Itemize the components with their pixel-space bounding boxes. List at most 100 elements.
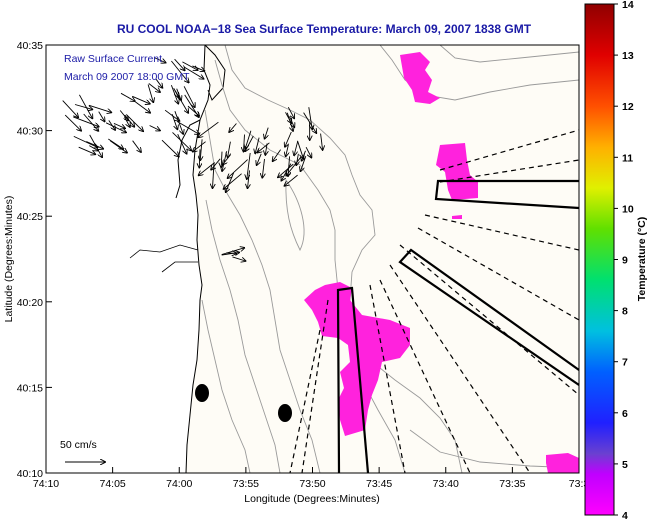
colorbar-tick-label: 13: [622, 50, 634, 62]
colorbar: 14 13 12 11 10 9 8 7 6 5 4 Temperature (°C): [584, 0, 648, 519]
buoy-marker-1: [195, 384, 209, 402]
x-tick-label: 73:55: [233, 478, 259, 490]
current-vector: [286, 144, 289, 156]
current-vector: [113, 122, 125, 128]
current-vector: [213, 162, 215, 188]
current-vector: [119, 110, 128, 121]
current-vector: [155, 79, 162, 88]
current-vector: [255, 137, 260, 154]
x-tick-label: 73:50: [299, 478, 325, 490]
y-tick-label: 40:15: [17, 382, 43, 394]
current-vector: [228, 159, 248, 179]
current-vector: [120, 92, 135, 101]
current-label-line2: March 09 2007 18:00 GMT: [64, 71, 190, 83]
current-vector: [161, 139, 179, 156]
current-vector: [176, 88, 181, 100]
y-tick-label: 40:35: [17, 40, 43, 52]
current-vector: [108, 138, 123, 149]
colorbar-tick-label: 5: [622, 459, 628, 471]
x-tick-label: 73:45: [366, 478, 392, 490]
river-outline: [175, 44, 226, 199]
current-vector: [265, 127, 269, 139]
current-vector: [177, 134, 187, 154]
current-vector: [79, 94, 92, 119]
current-vector: [296, 153, 298, 165]
x-tick-label: 74:00: [166, 478, 192, 490]
x-axis-label: Longitude (Degrees:Minutes): [244, 493, 379, 505]
current-vector: [174, 90, 188, 113]
current-vector: [105, 122, 126, 133]
colorbar-tick-label: 4: [622, 510, 628, 519]
x-tick-label: 74:10: [33, 478, 59, 490]
current-vector: [285, 131, 292, 147]
y-tick-label: 40:30: [17, 126, 43, 138]
current-vector: [301, 155, 307, 171]
current-vector: [62, 100, 78, 118]
current-vector: [226, 253, 236, 254]
current-vector: [74, 104, 92, 110]
colorbar-gradient: [584, 3, 615, 516]
current-vector: [132, 140, 141, 152]
inlet-outline: [129, 244, 199, 273]
current-vector: [64, 114, 81, 131]
current-vector: [287, 106, 294, 118]
current-vector: [193, 141, 206, 152]
current-vector: [224, 173, 242, 189]
current-vector: [247, 152, 251, 179]
current-vector: [228, 141, 231, 158]
radar-sector-lines: [289, 129, 580, 474]
current-vector: [172, 132, 192, 150]
current-vector: [288, 156, 290, 176]
current-vector: [88, 104, 111, 112]
current-vector: [78, 146, 96, 154]
current-vector: [83, 113, 99, 131]
current-vector: [124, 116, 129, 127]
current-vector: [248, 170, 250, 188]
current-vector: [257, 153, 262, 165]
current-vector: [262, 158, 264, 178]
colorbar-ticks: 14 13 12 11 10 9 8 7 6 5 4: [614, 0, 634, 519]
vector-scale-label: 50 cm/s: [60, 439, 97, 451]
current-label-line1: Raw Surface Current: [64, 53, 162, 65]
current-vector: [183, 86, 195, 107]
x-tick-label: 74:05: [99, 478, 125, 490]
colorbar-tick-label: 12: [622, 101, 634, 113]
y-axis-ticks: 40:35 40:30 40:25 40:20 40:15 40:10: [17, 40, 52, 480]
colorbar-tick-label: 10: [622, 203, 634, 215]
sst-patches: [304, 52, 579, 473]
colorbar-tick-label: 6: [622, 408, 628, 420]
current-vector: [125, 114, 143, 132]
y-tick-label: 40:10: [17, 468, 43, 480]
current-vector: [305, 146, 311, 157]
current-vector: [278, 163, 294, 177]
x-axis-ticks: 74:10 74:05 74:00 73:55 73:50 73:45 73:40 73:35…: [33, 467, 590, 490]
colorbar-tick-label: 8: [622, 306, 628, 318]
y-axis-label: Latitude (Degrees:Minutes): [3, 196, 15, 323]
current-vector: [171, 113, 177, 129]
current-vector: [73, 135, 98, 147]
x-tick-label: 73:40: [433, 478, 459, 490]
colorbar-tick-label: 11: [622, 152, 633, 164]
current-vector: [148, 83, 160, 93]
current-vector: [232, 256, 246, 261]
x-tick-label: 73:3: [569, 478, 590, 490]
current-vector: [174, 58, 185, 70]
buoy-marker-2: [278, 404, 292, 422]
current-vector: [176, 121, 199, 135]
surface-current-vectors: [62, 57, 323, 261]
current-vector: [198, 121, 219, 137]
current-vector: [149, 125, 160, 131]
current-vector: [222, 151, 228, 171]
colorbar-tick-label: 14: [622, 0, 634, 11]
current-vector: [294, 141, 299, 155]
current-vector: [133, 100, 150, 113]
current-vector: [184, 66, 204, 79]
current-vector: [200, 139, 202, 160]
current-vector: [182, 61, 197, 70]
y-tick-label: 40:25: [17, 211, 43, 223]
chart-title: RU COOL NOAA−18 Sea Surface Temperature:…: [117, 22, 532, 36]
current-vector: [147, 84, 153, 103]
current-vector: [109, 140, 127, 153]
map-panel: Raw Surface Current March 09 2007 18:00 …: [45, 44, 580, 474]
